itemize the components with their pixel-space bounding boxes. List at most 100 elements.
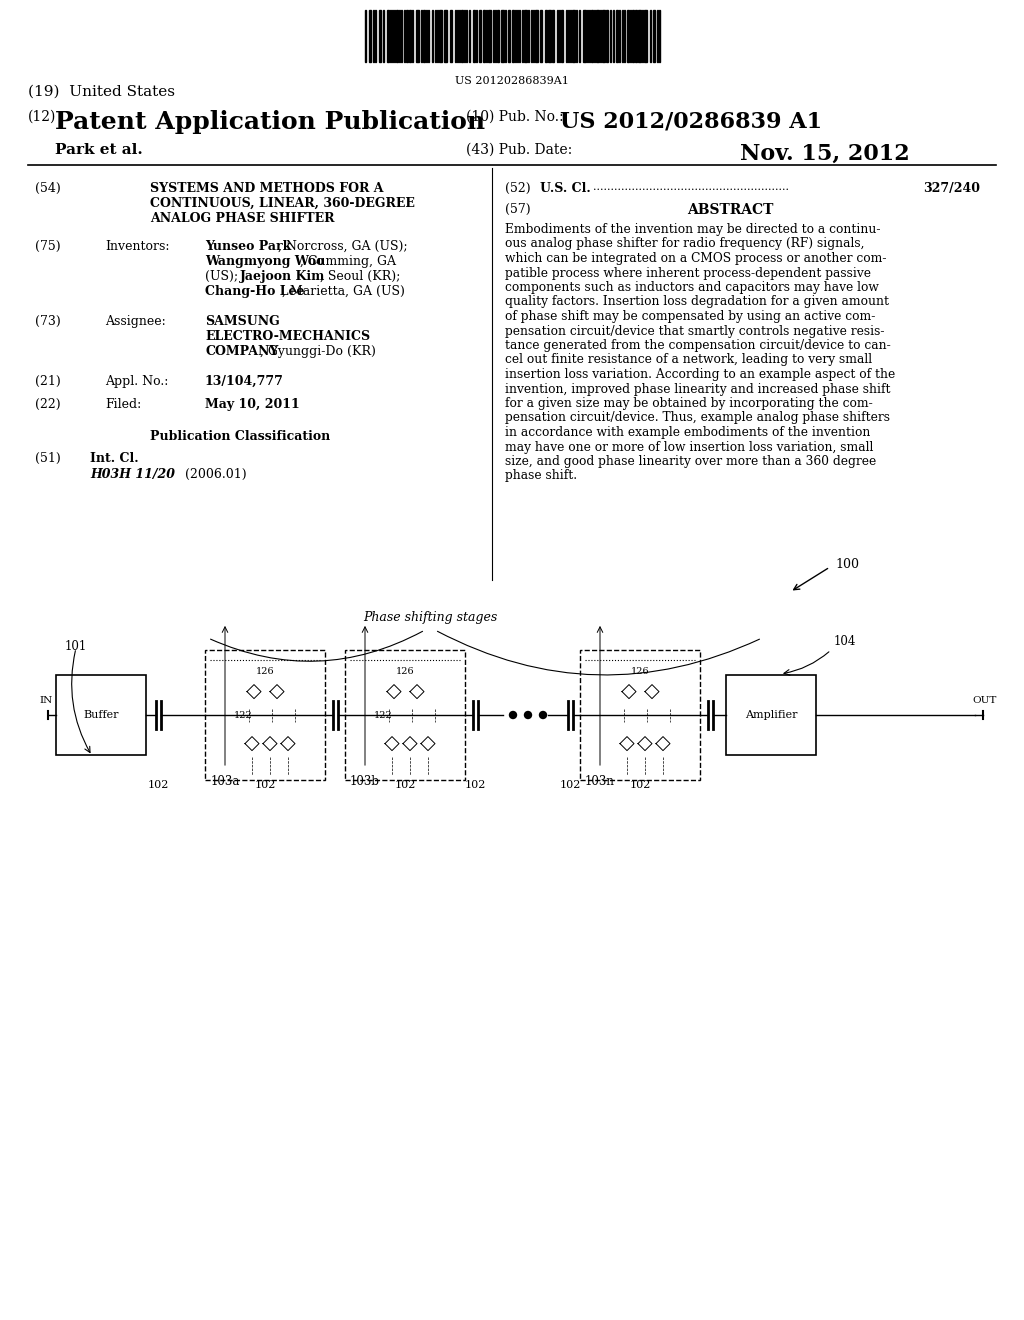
Bar [439,11,442,62]
Bar [423,11,425,62]
Text: 104: 104 [834,635,856,648]
Bar [535,11,538,62]
Text: Amplifier: Amplifier [744,710,798,719]
Text: insertion loss variation. According to an example aspect of the: insertion loss variation. According to a… [505,368,895,381]
Bar [444,11,447,62]
Text: Assignee:: Assignee: [105,315,166,327]
Text: quality factors. Insertion loss degradation for a given amount: quality factors. Insertion loss degradat… [505,296,889,309]
Text: US 20120286839A1: US 20120286839A1 [455,77,569,86]
Bar [387,11,389,62]
Bar [580,649,700,780]
Text: components such as inductors and capacitors may have low: components such as inductors and capacit… [505,281,879,294]
Text: size, and good phase linearity over more than a 360 degree: size, and good phase linearity over more… [505,455,877,469]
Bar [602,11,605,62]
Text: phase shift.: phase shift. [505,470,578,483]
Text: 126: 126 [395,668,415,676]
Text: , Norcross, GA (US);: , Norcross, GA (US); [278,240,408,253]
Text: patible process where inherent process-dependent passive: patible process where inherent process-d… [505,267,871,280]
Text: (12): (12) [28,110,56,124]
Text: pensation circuit/device that smartly controls negative resis-: pensation circuit/device that smartly co… [505,325,885,338]
Text: Appl. No.:: Appl. No.: [105,375,168,388]
Text: 327/240: 327/240 [923,182,980,195]
Text: in accordance with example embodiments of the invention: in accordance with example embodiments o… [505,426,870,440]
Text: of phase shift may be compensated by using an active com-: of phase shift may be compensated by usi… [505,310,876,323]
Circle shape [540,711,547,718]
Text: 122: 122 [233,710,252,719]
Bar [616,11,618,62]
Text: ........................................................: ........................................… [593,182,790,191]
Text: cel out finite resistance of a network, leading to very small: cel out finite resistance of a network, … [505,354,872,367]
Text: (US);: (US); [205,271,242,282]
Text: 13/104,777: 13/104,777 [205,375,284,388]
Bar [409,11,411,62]
Bar [548,11,551,62]
Bar [726,675,816,755]
Bar [644,11,647,62]
Bar [508,11,510,62]
Text: (21): (21) [35,375,60,388]
Text: Park et al.: Park et al. [55,143,142,157]
Bar [406,11,408,62]
Text: 103n: 103n [585,775,615,788]
Text: 102: 102 [254,780,275,789]
Text: 122: 122 [374,710,392,719]
Bar [540,11,542,62]
Text: ELECTRO-MECHANICS: ELECTRO-MECHANICS [205,330,370,343]
Bar [501,11,504,62]
Bar [473,11,475,62]
Text: (19)  United States: (19) United States [28,84,175,99]
Bar [512,11,514,62]
Text: 126: 126 [256,668,274,676]
Text: , Cumming, GA: , Cumming, GA [300,255,396,268]
Text: Jaejoon Kim: Jaejoon Kim [240,271,326,282]
Text: IN: IN [39,696,52,705]
Text: (54): (54) [35,182,60,195]
Text: (57): (57) [505,203,530,216]
Bar [396,11,398,62]
Bar [583,11,586,62]
Text: , Seoul (KR);: , Seoul (KR); [319,271,400,282]
Text: Filed:: Filed: [105,399,141,411]
Text: (73): (73) [35,315,60,327]
Text: 103a: 103a [210,775,240,788]
Text: (52): (52) [505,182,530,195]
Text: 102: 102 [147,780,169,789]
Text: SAMSUNG: SAMSUNG [205,315,280,327]
Text: Int. Cl.: Int. Cl. [90,451,138,465]
Text: SYSTEMS AND METHODS FOR A: SYSTEMS AND METHODS FOR A [150,182,384,195]
Text: 100: 100 [835,557,859,570]
Text: 126: 126 [631,668,649,676]
Text: Embodiments of the invention may be directed to a continu-: Embodiments of the invention may be dire… [505,223,881,236]
Text: 101: 101 [65,640,87,653]
Text: Phase shifting stages: Phase shifting stages [362,611,497,624]
Text: ANALOG PHASE SHIFTER: ANALOG PHASE SHIFTER [150,213,335,224]
Text: Nov. 15, 2012: Nov. 15, 2012 [740,143,909,165]
Bar [379,11,381,62]
Circle shape [524,711,531,718]
Text: 102: 102 [630,780,650,789]
Bar [596,11,599,62]
Text: which can be integrated on a CMOS process or another com-: which can be integrated on a CMOS proces… [505,252,887,265]
Text: , Gyunggi-Do (KR): , Gyunggi-Do (KR) [260,345,376,358]
Text: H03H 11/20: H03H 11/20 [90,469,175,480]
Text: 103b: 103b [350,775,380,788]
Bar [416,11,419,62]
Bar [638,11,641,62]
Text: ABSTRACT: ABSTRACT [687,203,773,216]
Bar [632,11,634,62]
Text: (51): (51) [35,451,60,465]
Text: (75): (75) [35,240,60,253]
Text: for a given size may be obtained by incorporating the com-: for a given size may be obtained by inco… [505,397,872,411]
Bar [591,11,593,62]
Text: Inventors:: Inventors: [105,240,170,253]
Text: (10) Pub. No.:: (10) Pub. No.: [466,110,563,124]
Text: Patent Application Publication: Patent Application Publication [55,110,485,135]
Bar [627,11,629,62]
Bar [479,11,481,62]
Bar [205,649,325,780]
Bar [345,649,465,780]
Text: 102: 102 [464,780,485,789]
Bar [450,11,452,62]
Bar [524,11,527,62]
Bar [635,11,637,62]
